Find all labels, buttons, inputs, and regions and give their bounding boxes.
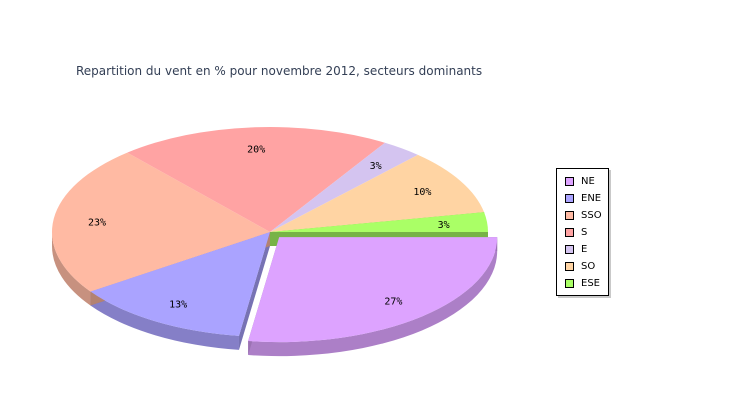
- pie-slice-s: [127, 127, 385, 232]
- pie-face-ene: [238, 232, 270, 350]
- legend-swatch: [565, 176, 574, 186]
- legend-swatch: [565, 227, 574, 237]
- pie-side-sso: [52, 232, 91, 306]
- pie-slice-e: [270, 142, 418, 232]
- legend-item-ene: ENE: [565, 191, 601, 205]
- legend-swatch: [565, 261, 574, 271]
- legend-label: E: [581, 243, 588, 255]
- data-label-ne: 27%: [384, 297, 402, 308]
- legend-label: SO: [581, 260, 596, 272]
- legend-label: SSO: [581, 209, 602, 221]
- data-label-s: 20%: [247, 144, 265, 155]
- legend-swatch: [565, 244, 574, 254]
- pie-slice-sso: [51, 152, 270, 292]
- legend-label: S: [581, 226, 588, 238]
- data-label-ese: 3%: [438, 220, 450, 231]
- legend-item-so: SO: [565, 259, 595, 273]
- legend-swatch: [565, 278, 574, 288]
- pie-slice-ene: [90, 232, 270, 336]
- legend-label: ENE: [581, 192, 602, 204]
- legend-item-sso: SSO: [565, 208, 602, 222]
- pie-side-ene: [90, 291, 239, 350]
- pie-slice-so: [270, 154, 485, 232]
- data-label-e: 3%: [370, 161, 382, 172]
- legend-label: ESE: [581, 277, 600, 289]
- pie-side-ne: [248, 237, 498, 357]
- legend-item-ne: NE: [565, 174, 595, 188]
- data-label-ene: 13%: [169, 299, 187, 310]
- legend-swatch: [565, 210, 574, 220]
- legend-item-s: S: [565, 225, 587, 239]
- data-label-so: 10%: [413, 187, 431, 198]
- data-label-sso: 23%: [88, 217, 106, 228]
- legend-label: NE: [581, 175, 595, 187]
- legend-item-ese: ESE: [565, 276, 600, 290]
- pie-slice-ne: [248, 237, 498, 343]
- legend-item-e: E: [565, 242, 587, 256]
- chart-legend: NE ENE SSO S E SO ESE: [556, 168, 609, 296]
- pie-slice-ese: [270, 212, 488, 232]
- legend-swatch: [565, 193, 574, 203]
- chart-title: Repartition du vent en % pour novembre 2…: [76, 64, 483, 78]
